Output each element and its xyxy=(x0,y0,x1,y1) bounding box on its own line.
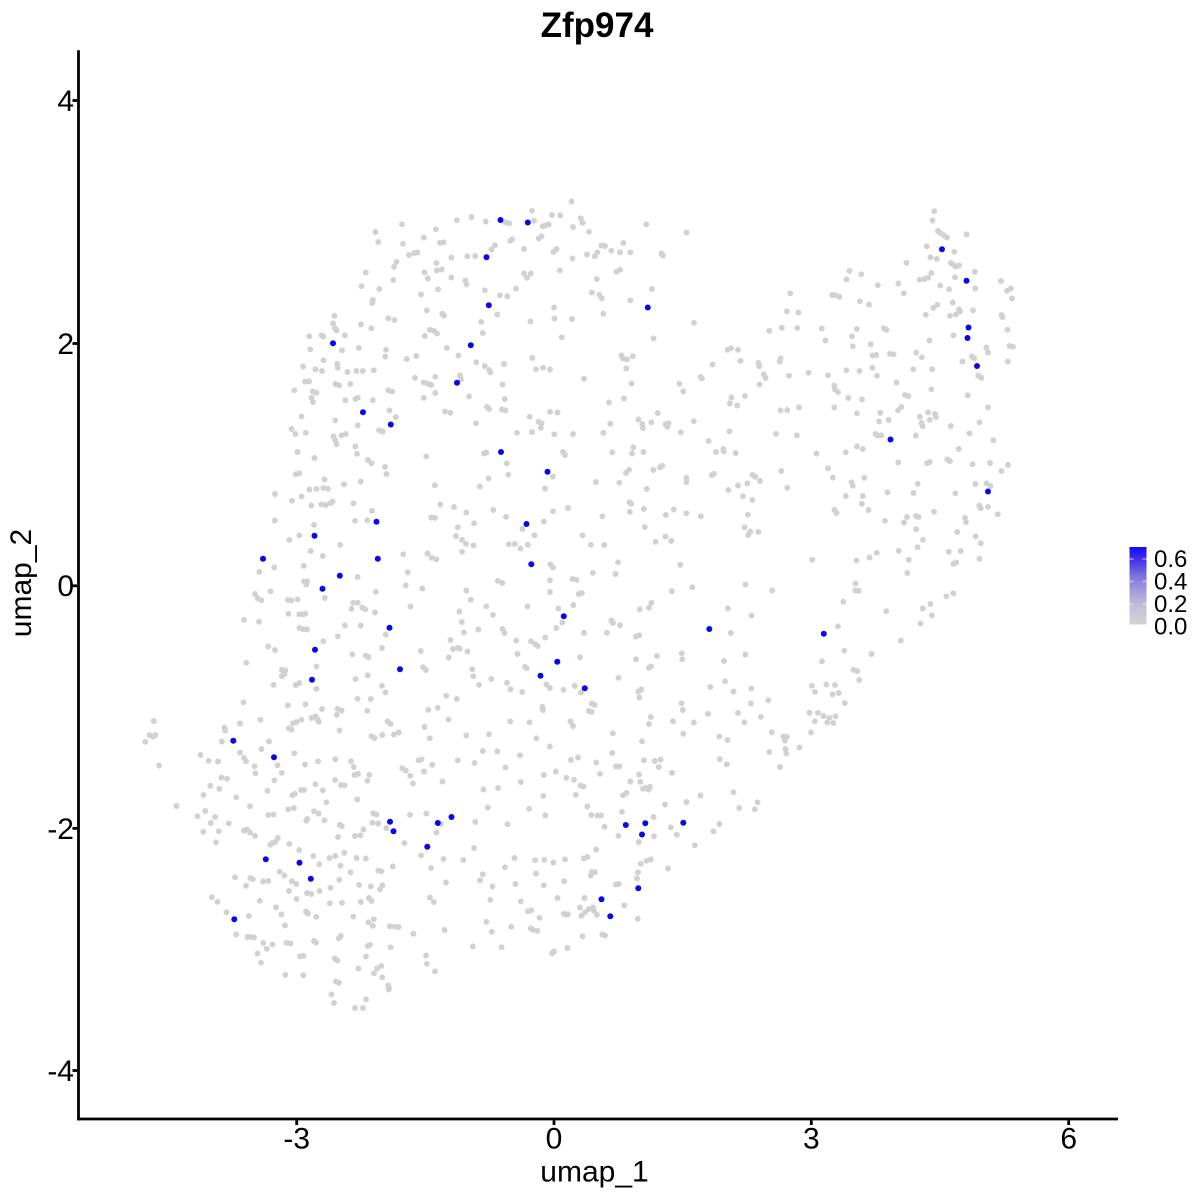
svg-text:-2: -2 xyxy=(47,813,74,846)
svg-text:0.4: 0.4 xyxy=(1154,569,1187,596)
svg-text:0.6: 0.6 xyxy=(1154,546,1187,573)
svg-text:0: 0 xyxy=(546,1122,563,1155)
svg-text:6: 6 xyxy=(1060,1122,1077,1155)
svg-text:3: 3 xyxy=(803,1122,820,1155)
svg-text:0: 0 xyxy=(57,570,74,603)
svg-text:umap_2: umap_2 xyxy=(5,529,38,637)
svg-text:0.0: 0.0 xyxy=(1154,614,1187,641)
svg-text:4: 4 xyxy=(57,85,74,118)
svg-text:umap_1: umap_1 xyxy=(540,1156,648,1189)
svg-text:Zfp974: Zfp974 xyxy=(541,6,654,45)
svg-text:2: 2 xyxy=(57,328,74,361)
svg-text:0.2: 0.2 xyxy=(1154,591,1187,618)
svg-text:-4: -4 xyxy=(47,1055,74,1088)
svg-text:-3: -3 xyxy=(283,1122,310,1155)
